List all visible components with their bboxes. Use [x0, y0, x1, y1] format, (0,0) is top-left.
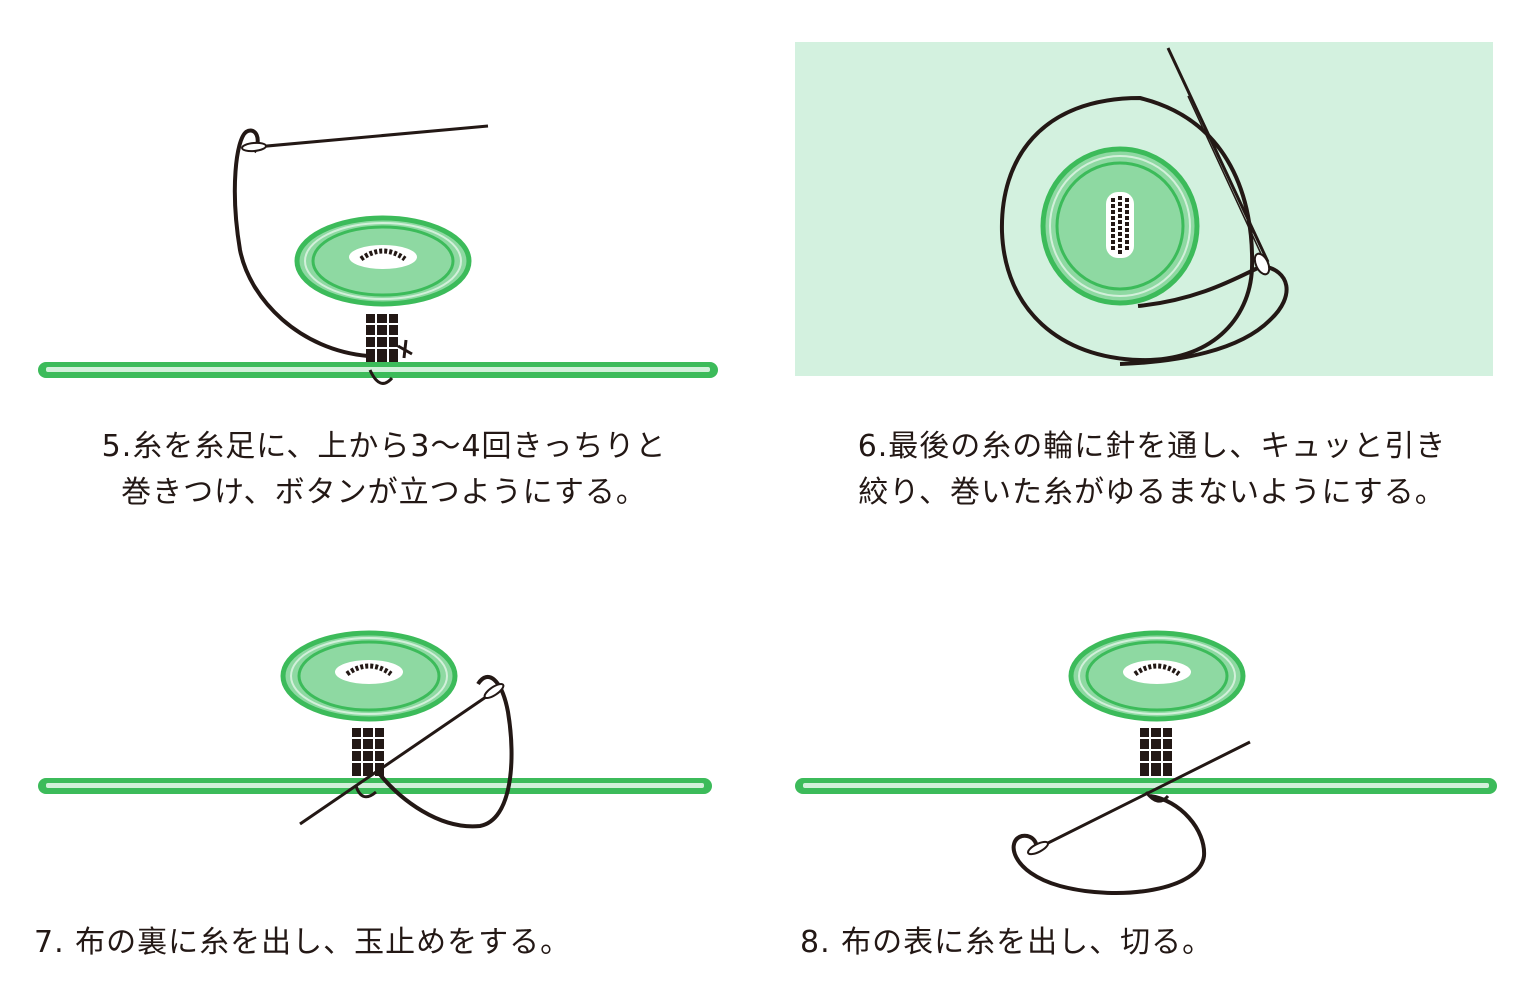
step8-needle-eye: [1027, 840, 1049, 856]
step7-button: [283, 633, 455, 719]
step6-button: [1040, 146, 1200, 306]
step6-needle-inner: [1187, 95, 1263, 257]
step5-needle: [244, 124, 489, 150]
step6-caption-line2: 絞り、巻いた糸がゆるまないようにする。: [858, 475, 1446, 510]
step8-thread: [1011, 794, 1207, 895]
step5-caption-line1: 5.糸を糸足に、上から3〜4回きっちりと: [101, 429, 667, 464]
step8-needle: [1029, 740, 1251, 854]
step5-knot-mark: [397, 339, 413, 359]
step6-caption-line1: 6.最後の糸の輪に針を通し、キュッと引き: [857, 429, 1447, 464]
step7-caption-line1: 7. 布の裏に糸を出し、玉止めをする。: [34, 925, 572, 960]
step5-caption-line2: 巻きつけ、ボタンが立つようにする。: [121, 475, 647, 510]
step6-needle-eye: [1253, 252, 1271, 276]
step5-button: [297, 218, 469, 304]
step8-caption-line1: 8. 布の表に糸を出し、切る。: [800, 925, 1214, 960]
step5-fabric: [38, 362, 718, 378]
step5-illustration: [38, 124, 718, 385]
step7-illustration: [38, 633, 712, 829]
step5-needle-eye: [241, 141, 267, 153]
step6-thread-loop: [999, 95, 1255, 363]
step7-needle: [299, 684, 503, 826]
step8-fabric: [795, 778, 1497, 794]
step6-needle: [1166, 47, 1270, 263]
step5-thread-tail: [368, 369, 394, 385]
step6-thread-pull: [1119, 263, 1289, 366]
step5-thread: [232, 128, 369, 358]
step8-illustration: [795, 633, 1497, 895]
step5-caption: 5.糸を糸足に、上から3〜4回きっちりと 巻きつけ、ボタンが立つようにする。: [0, 424, 768, 516]
step7-caption: 7. 布の裏に糸を出し、玉止めをする。: [34, 920, 571, 966]
step7-needle-eye: [483, 683, 505, 699]
step7-fabric: [38, 778, 712, 794]
step7-thread-under: [354, 785, 377, 799]
step8-caption: 8. 布の表に糸を出し、切る。: [800, 920, 1213, 966]
step5-thread-shank: [365, 313, 399, 363]
step8-button: [1071, 633, 1243, 719]
step6-caption: 6.最後の糸の輪に針を通し、キュッと引き 絞り、巻いた糸がゆるまないようにする。: [768, 424, 1536, 516]
step8-thread-shank: [1139, 727, 1173, 777]
step6-illustration: [795, 42, 1493, 376]
